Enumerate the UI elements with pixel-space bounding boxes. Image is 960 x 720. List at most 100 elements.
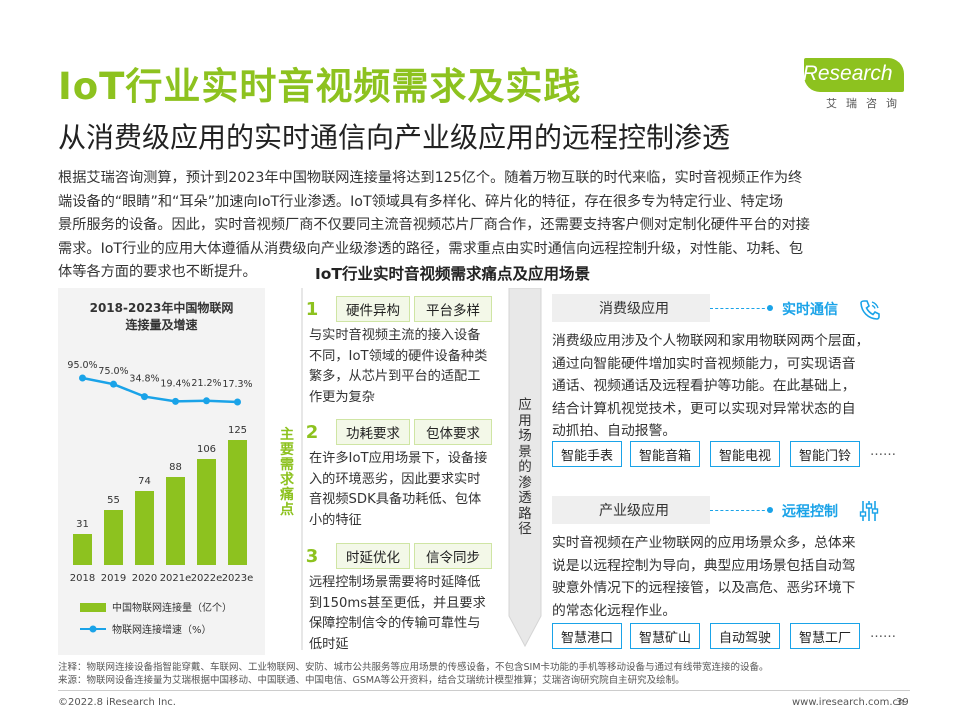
growth-point	[110, 380, 117, 388]
scene-tag: 智能门铃	[790, 441, 860, 467]
path-label: 应用场景的渗透路径	[517, 397, 533, 538]
bar-value-label: 125	[228, 425, 247, 436]
scene-connector	[710, 308, 770, 309]
pain-point-desc: 与实时音视频主流的接入设备 不同，IoT领域的硬件设备种类 繁多，从芯片到平台的适配…	[309, 326, 494, 408]
chart-title-line: 连接量及增速	[125, 318, 198, 332]
growth-point	[172, 397, 179, 405]
iresearch-logo: iResearch 艾瑞咨询	[796, 58, 906, 110]
bar	[135, 491, 154, 565]
growth-point	[203, 397, 210, 405]
intro-paragraph: 根据艾瑞咨询测算，预计到2023年中国物联网连接量将达到125亿个。随着万物互联…	[58, 167, 910, 285]
scene-label: 远程控制	[782, 504, 838, 520]
note-line: 来源：物联网设备连接量为艾瑞根据中国移动、中国联通、中国电信、GSMA等公开资料…	[58, 674, 685, 686]
scene-desc-line: 通过向智能硬件增加实时音视频能力，可实现语音	[552, 355, 856, 372]
bar	[197, 459, 216, 565]
pain-point-desc: 在许多IoT应用场景下，设备接 入的环境恶劣，因此要求实时 音视频SDK具备功耗低、…	[309, 449, 494, 531]
penetration-path-arrow	[508, 288, 542, 648]
pain-points-label: 主要需求痛点	[278, 428, 296, 518]
pain-point-number: 2	[305, 421, 319, 443]
x-tick-label: 2019	[101, 573, 126, 584]
pain-point-desc: 远程控制场景需要将时延降低 到150ms甚至更低，并且要求 保障控制信令的传输可靠性…	[309, 573, 494, 655]
pain-point-number: 3	[305, 545, 319, 567]
pain-point-tag: 信令同步	[414, 543, 492, 569]
pain-point-desc-line: 到150ms甚至更低，并且要求	[309, 595, 486, 611]
scene-title-text: 产业级应用	[599, 503, 669, 519]
scene-tag: 智能手表	[552, 441, 622, 467]
intro-line: 体等各方面的要求也不断提升。	[58, 264, 257, 280]
growth-label: 75.0%	[98, 366, 128, 377]
intro-line: 景所服务的设备。因此，实时音视频厂商不仅要同主流音视频芯片厂商合作，还需要支持客…	[58, 217, 810, 233]
pain-point-desc-line: 低时延	[309, 636, 349, 652]
scene-desc-line: 结合计算机视觉技术，更可以实现对异常状态的自	[552, 400, 856, 417]
connector-dot	[767, 507, 773, 513]
intro-line: 根据艾瑞咨询测算，预计到2023年中国物联网连接量将达到125亿个。随着万物互联…	[58, 170, 803, 186]
x-tick-label: 2021e	[160, 573, 192, 584]
scene-tag: 智能电视	[710, 441, 780, 467]
bar	[166, 477, 185, 565]
pain-point-desc-line: 作更为复杂	[309, 389, 375, 405]
pain-point-desc-line: 入的环境恶劣，因此要求实时	[309, 471, 481, 487]
bar-value-label: 55	[107, 495, 120, 506]
pain-points-divider	[301, 288, 303, 650]
growth-point	[79, 374, 86, 382]
x-tick-label: 2023e	[222, 573, 254, 584]
bar-value-label: 31	[76, 519, 89, 530]
page-title: IoT行业实时音视频需求及实践	[58, 65, 582, 108]
pain-point-desc-line: 不同，IoT领域的硬件设备种类	[309, 348, 488, 364]
bar-value-label: 88	[169, 462, 182, 473]
footer-divider	[58, 690, 910, 691]
growth-line	[82, 376, 238, 404]
scene-desc-line: 的常态化远程作业。	[552, 602, 677, 619]
scene-tag: 智慧工厂	[790, 623, 860, 649]
pain-point-desc-line: 保障控制信令的传输可靠性与	[309, 616, 481, 631]
logo-brand: iResearch	[798, 62, 893, 85]
legend-swatch-bar	[80, 603, 106, 612]
intro-line: 需求。IoT行业的应用大体遵循从消费级向产业级渗透的路径，需求重点由实时通信向远…	[58, 240, 804, 257]
scene-desc-line: 消费级应用涉及个人物联网和家用物联网两个层面，	[552, 333, 870, 349]
logo-cn: 艾瑞咨询	[826, 97, 906, 110]
pain-point-desc-line: 繁多，从芯片到平台的适配工	[309, 369, 481, 384]
scene-desc: 实时音视频在产业物联网的应用场景众多，总体来 说是以远程控制为导向，典型应用场景包…	[552, 532, 892, 622]
growth-label: 17.3%	[222, 379, 252, 390]
footer-url: www.iresearch.com.cn	[792, 697, 905, 708]
x-tick-label: 2020	[132, 573, 157, 584]
note-line: 注释：物联网连接设备指智能穿戴、车联网、工业物联网、安防、城市公共服务等应用场景…	[58, 662, 769, 673]
legend-swatch-dot	[89, 625, 97, 633]
pain-point-desc-line: 音视频SDK具备功耗低、包体	[309, 492, 482, 507]
bar	[104, 510, 123, 565]
scene-desc-line: 驶意外情况下的远程接管，以及高危、恶劣环境下	[552, 580, 856, 596]
iot-connection-chart: 31 2018 55 2019 74 2020 88 2021e 106 2022e 125 2023…	[67, 360, 254, 636]
scene-title: 产业级应用	[552, 496, 710, 524]
x-tick-label: 2022e	[191, 573, 223, 584]
pain-point-desc-line: 在许多IoT应用场景下，设备接	[309, 451, 488, 466]
pain-point-tag: 包体要求	[414, 419, 492, 445]
scene-more: ……	[870, 626, 896, 641]
intro-line: 端设备的“眼睛”和“耳朵”加速向IoT行业渗透。IoT领域具有多样化、碎片化的特…	[58, 193, 784, 210]
chart-panel: 2018-2023年中国物联网 连接量及增速 31 2018 55 2019 74 202…	[58, 288, 265, 655]
pain-point-tag: 平台多样	[414, 296, 492, 322]
section-title: IoT行业实时音视频需求痛点及应用场景	[315, 265, 590, 283]
legend-label: 物联网连接增速（%）	[112, 623, 212, 636]
legend-label: 中国物联网连接量（亿个）	[112, 601, 232, 614]
scene-desc-line: 说是以远程控制为导向，典型应用场景包括自动驾	[552, 557, 856, 574]
scene-desc-line: 通话、视频通话及远程看护等功能。在此基础上，	[552, 378, 856, 394]
scene-label: 实时通信	[782, 302, 838, 318]
bar	[73, 534, 92, 565]
scene-connector	[710, 510, 770, 511]
pain-point-tag: 硬件异构	[336, 296, 410, 322]
scene-title: 消费级应用	[552, 294, 710, 322]
page-number: 39	[896, 697, 909, 708]
growth-point	[234, 398, 241, 406]
chart-title: 2018-2023年中国物联网 连接量及增速	[58, 300, 265, 334]
path-label-text: 应用场景的渗透路径	[518, 397, 532, 537]
pain-point-tag: 功耗要求	[336, 419, 410, 445]
growth-point	[141, 393, 148, 401]
bar	[228, 440, 247, 565]
scene-desc: 消费级应用涉及个人物联网和家用物联网两个层面， 通过向智能硬件增加实时音视频能力，…	[552, 330, 892, 443]
pain-point-desc-line: 与实时音视频主流的接入设备	[309, 328, 481, 343]
footer-copyright: ©2022.8 iResearch Inc.	[58, 697, 176, 708]
pain-point-tag: 时延优化	[336, 543, 410, 569]
page-subtitle: 从消费级应用的实时通信向产业级应用的远程控制渗透	[58, 121, 731, 154]
growth-label: 21.2%	[191, 378, 221, 389]
bar-value-label: 74	[138, 476, 151, 487]
